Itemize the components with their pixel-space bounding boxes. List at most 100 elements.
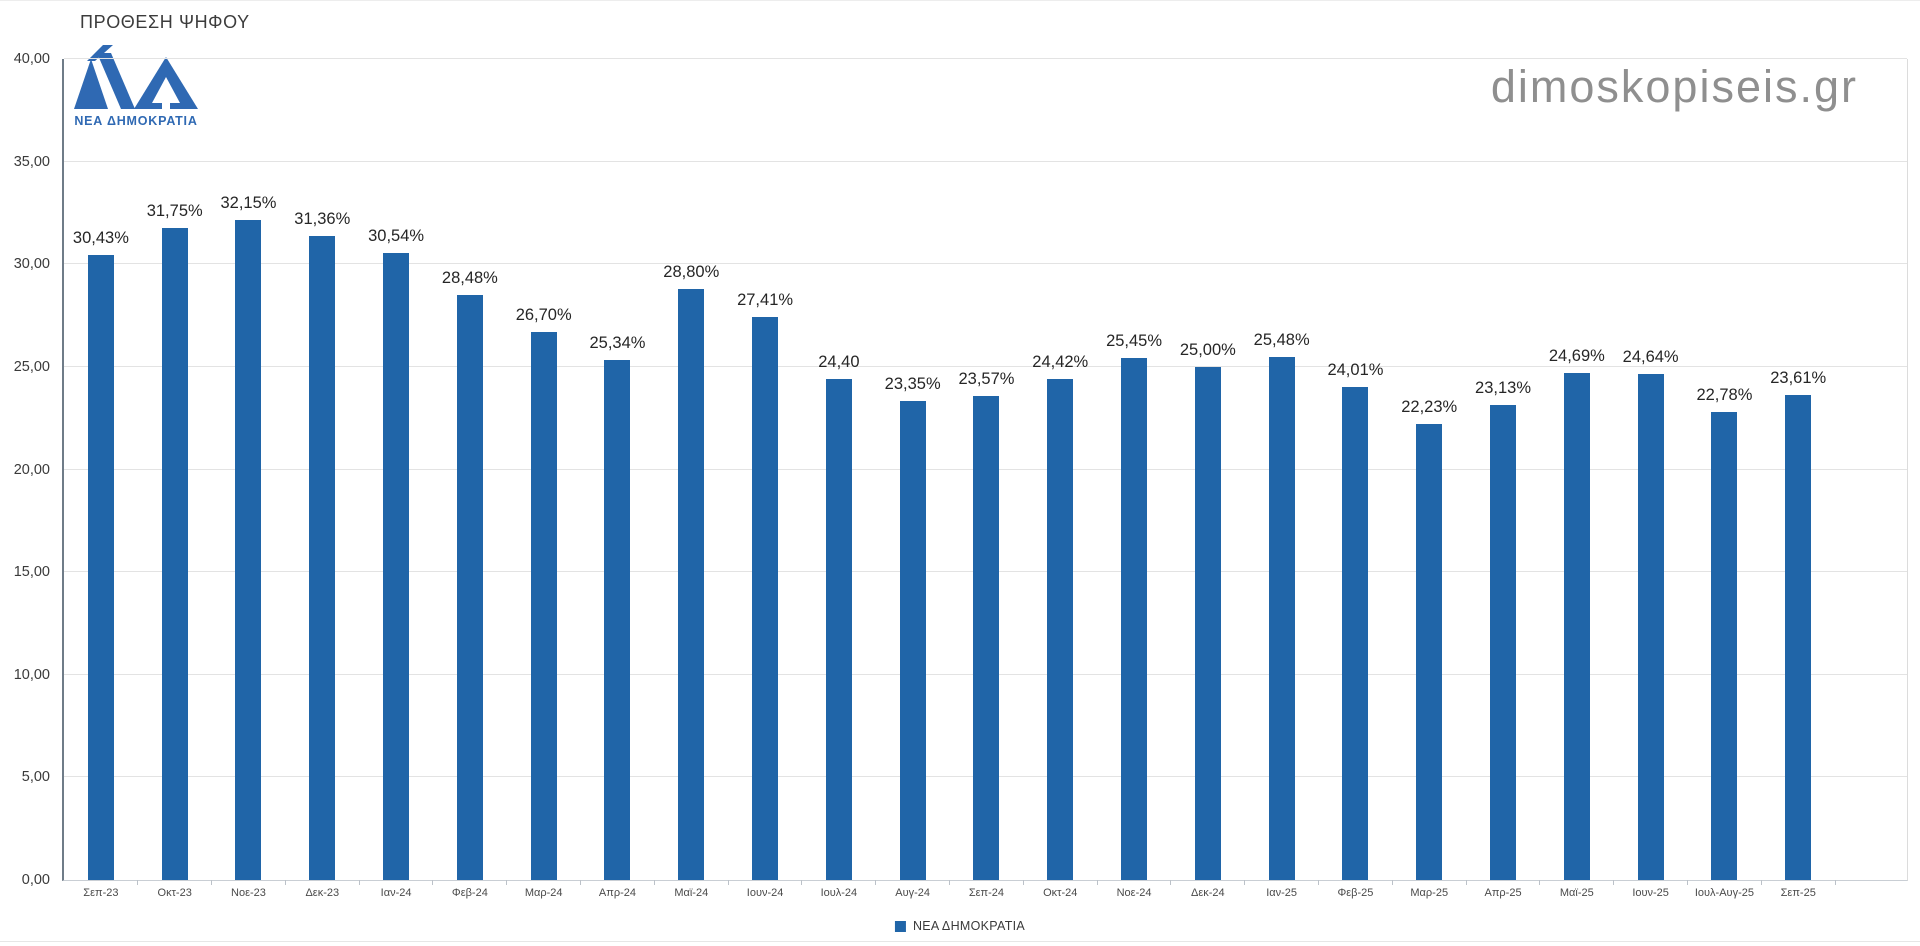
watermark: dimoskopiseis.gr xyxy=(1490,61,1858,112)
x-axis-label: Ιουλ-24 xyxy=(820,887,858,899)
x-axis-tick xyxy=(358,880,360,885)
gridline xyxy=(64,263,1907,265)
x-axis-tick xyxy=(1687,880,1689,885)
bar xyxy=(825,379,852,880)
bar-column: 23,61% Σεπ-25 xyxy=(1761,59,1836,899)
x-axis-label: Δεκ-24 xyxy=(1191,887,1225,899)
nd-logo: ΝΕΑ ΔΗΜΟΚΡΑΤΙΑ xyxy=(66,45,206,128)
bar-value-label: 24,42% xyxy=(1032,352,1089,371)
x-axis-tick xyxy=(1318,880,1320,885)
bar xyxy=(899,400,926,880)
bar xyxy=(309,236,336,880)
bar-column: 24,01% Φεβ-25 xyxy=(1319,59,1393,899)
x-axis-label: Αυγ-24 xyxy=(895,887,931,899)
bar-value-label: 22,78% xyxy=(1696,386,1753,405)
bar xyxy=(87,255,114,880)
x-axis-tick xyxy=(211,880,213,885)
bar-value-label: 25,48% xyxy=(1253,331,1310,350)
bar xyxy=(1194,366,1221,880)
x-axis-label: Απρ-24 xyxy=(598,887,637,899)
bar xyxy=(383,253,410,880)
x-axis-label: Ιαν-25 xyxy=(1266,887,1298,899)
x-axis-tick xyxy=(1170,880,1172,885)
bar-value-label: 23,61% xyxy=(1770,369,1827,388)
x-axis-label: Οκτ-23 xyxy=(157,887,192,899)
bar-value-label: 27,41% xyxy=(737,291,794,310)
bar-value-label: 26,70% xyxy=(515,305,572,324)
bar xyxy=(530,331,557,880)
x-axis-label: Απρ-25 xyxy=(1484,887,1522,899)
bar-value-label: 23,35% xyxy=(884,374,941,393)
nd-logo-icon xyxy=(74,45,198,109)
bar xyxy=(1342,387,1369,880)
x-axis-tick xyxy=(284,880,286,885)
bar xyxy=(678,288,705,880)
x-axis-tick xyxy=(1391,880,1393,885)
bar-column: 31,36% Δεκ-23 xyxy=(285,59,360,899)
x-axis-label: Μαρ-24 xyxy=(524,887,563,899)
gridline xyxy=(64,58,1907,59)
bar-column: 22,78% Ιουλ-Αυγ-25 xyxy=(1688,59,1762,899)
bar xyxy=(1490,405,1517,880)
bars-container: 30,43% Σεπ-23 31,75% Οκτ-23 32,15% Νοε-23 31,3… xyxy=(64,59,1836,899)
x-axis-label: Ιουν-25 xyxy=(1632,887,1669,899)
x-axis-tick xyxy=(506,880,508,885)
y-axis-label: 10,00 xyxy=(13,666,50,683)
bar-value-label: 31,75% xyxy=(146,202,203,221)
x-axis-tick xyxy=(1834,880,1836,885)
bar-column: 30,54% Ιαν-24 xyxy=(359,59,434,899)
bar-column: 24,40 Ιουλ-24 xyxy=(802,59,877,899)
x-axis-tick xyxy=(1244,880,1246,885)
bar-column: 24,64% Ιουν-25 xyxy=(1614,59,1689,899)
x-axis-tick xyxy=(1613,880,1615,885)
legend-label: ΝΕΑ ΔΗΜΟΚΡΑΤΙΑ xyxy=(912,919,1026,933)
x-axis-tick xyxy=(727,880,729,885)
x-axis-label: Δεκ-23 xyxy=(305,887,340,899)
bar xyxy=(752,317,779,880)
y-axis-label: 40,00 xyxy=(13,51,50,67)
x-axis-label: Σεπ-24 xyxy=(968,887,1005,899)
bar-value-label: 22,23% xyxy=(1401,397,1458,416)
y-axis-label: 0,00 xyxy=(21,872,50,888)
x-axis-tick xyxy=(137,880,139,885)
x-axis-label: Ιουν-24 xyxy=(746,887,784,899)
bar-value-label: 24,40 xyxy=(818,353,860,372)
bar-value-label: 25,00% xyxy=(1179,340,1236,359)
chart-title: ΠΡΟΘΕΣΗ ΨΗΦΟΥ xyxy=(80,12,250,32)
x-axis-tick xyxy=(1760,880,1762,885)
bar-column: 28,48% Φεβ-24 xyxy=(433,59,508,899)
bar-value-label: 25,34% xyxy=(589,333,646,352)
x-axis-tick xyxy=(1539,880,1541,885)
x-axis-label: Μαϊ-24 xyxy=(674,887,709,899)
bar-value-label: 28,80% xyxy=(663,262,720,281)
bar-column: 24,42% Οκτ-24 xyxy=(1023,59,1098,899)
x-axis-tick xyxy=(653,880,655,885)
x-axis-tick xyxy=(432,880,434,885)
card-bottom-border xyxy=(0,941,1920,942)
x-axis-tick xyxy=(1022,880,1024,885)
bar xyxy=(1416,423,1443,880)
x-axis-tick xyxy=(580,880,582,885)
bar-column: 23,57% Σεπ-24 xyxy=(950,59,1024,899)
bar-column: 28,80% Μαϊ-24 xyxy=(654,59,729,899)
x-axis-label: Σεπ-23 xyxy=(83,887,119,899)
bar xyxy=(973,396,1000,880)
bar-value-label: 28,48% xyxy=(441,269,498,288)
bar-column: 32,15% Νοε-23 xyxy=(212,59,286,899)
bar-column: 31,75% Οκτ-23 xyxy=(138,59,213,899)
gridline xyxy=(64,160,1907,162)
bar xyxy=(1047,378,1074,880)
x-axis-label: Μαϊ-25 xyxy=(1559,887,1594,899)
bar-value-label: 30,43% xyxy=(72,229,129,248)
legend-swatch xyxy=(894,920,906,932)
bar-column: 24,69% Μαϊ-25 xyxy=(1540,59,1615,899)
x-axis-tick xyxy=(949,880,951,885)
x-axis-label: Ιουλ-Αυγ-25 xyxy=(1694,887,1754,899)
y-axis-label: 15,00 xyxy=(13,564,50,581)
x-axis-tick xyxy=(1465,880,1467,885)
x-axis-tick xyxy=(1096,880,1098,885)
bar-column: 27,41% Ιουν-24 xyxy=(728,59,803,899)
bar xyxy=(1121,357,1148,880)
bar-value-label: 32,15% xyxy=(220,194,277,213)
